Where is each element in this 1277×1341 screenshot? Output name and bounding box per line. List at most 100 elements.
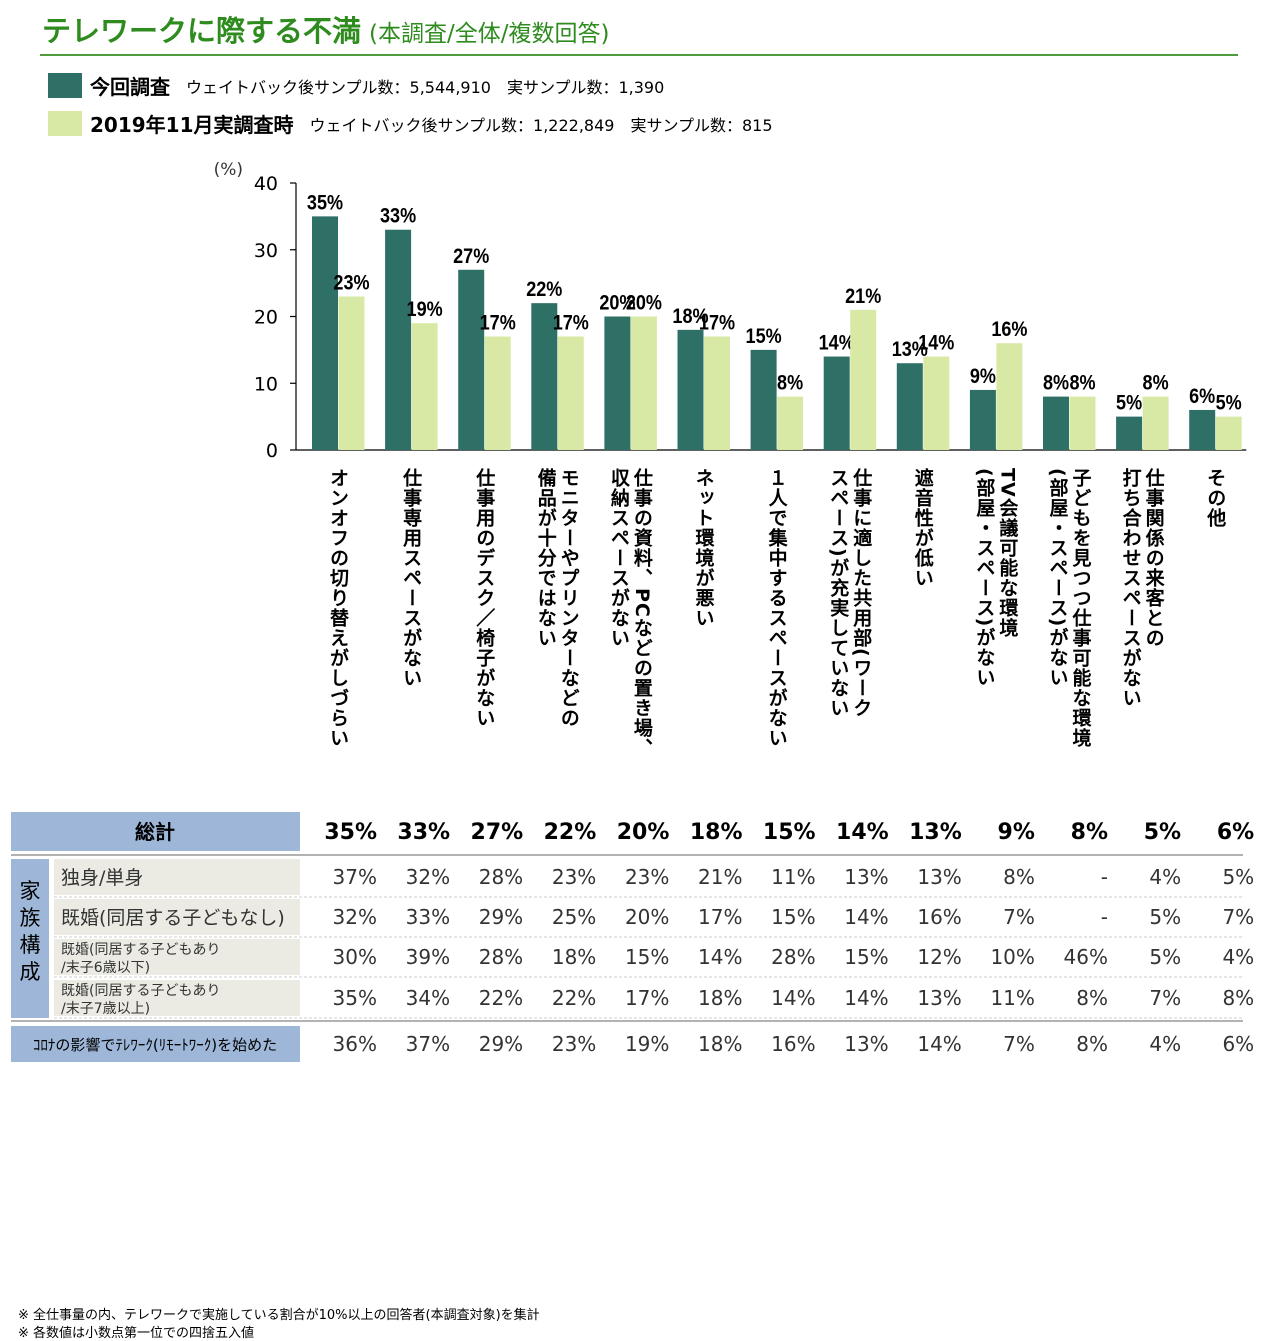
table-cell: 22% [479, 986, 523, 1010]
category-label: ネット環境が悪い [693, 468, 715, 628]
bar-2019 [850, 309, 877, 450]
bar-current [1043, 396, 1069, 450]
category-label: 備品が十分ではない [535, 467, 557, 648]
table-cell: 7% [1149, 986, 1181, 1010]
total-row-label: 総計 [135, 820, 175, 844]
bar-current [896, 363, 923, 450]
table-cell: 8% [1076, 986, 1108, 1010]
data-label-current: 33% [380, 204, 416, 228]
y-tick-label: 0 [266, 440, 278, 462]
footnote-2: ※ 各数値は小数点第一位での四捨五入値 [18, 1326, 255, 1341]
data-label-2019: 8% [777, 371, 803, 395]
table-cell: 5% [1149, 945, 1181, 969]
page-title: テレワークに際する不満 (本調査/全体/複数回答) [42, 8, 609, 50]
table-cell: 13% [917, 865, 961, 889]
table-cell: 8% [1071, 820, 1108, 845]
table-cell: - [1101, 905, 1108, 929]
data-label-2019: 14% [918, 331, 954, 355]
data-label-current: 8% [1043, 371, 1069, 395]
bar-current [604, 316, 631, 450]
bar-2019 [1142, 396, 1169, 450]
bar-current [1189, 409, 1216, 450]
table-cell: 13% [909, 820, 962, 845]
bar-current [312, 216, 338, 450]
category-label: オンオフの切り替えがしづらい [327, 468, 349, 748]
data-label-current: 18% [672, 305, 708, 329]
row-label: 独身/単身 [61, 867, 143, 889]
data-label-2019: 19% [407, 298, 443, 322]
table-cell: 21% [698, 865, 742, 889]
table-cell: 14% [771, 986, 815, 1010]
data-label-2019: 17% [480, 311, 516, 335]
table-cell: 13% [844, 865, 888, 889]
group-label-char: 家 [20, 879, 41, 903]
row-header [54, 980, 300, 1016]
table-cell: 22% [552, 986, 596, 1010]
table-cell: 16% [771, 1032, 815, 1056]
table-cell: 23% [552, 865, 596, 889]
total-row-header [11, 812, 300, 851]
legend-item-2019: 2019年11月実調査時 ウェイトバック後サンプル数：1,222,849 実サン… [48, 109, 773, 138]
table-cell: 15% [844, 945, 888, 969]
table-cell: 18% [698, 1032, 742, 1056]
y-tick-label: 30 [254, 240, 278, 262]
table-cell: 36% [333, 1032, 377, 1056]
table-cell: 5% [1149, 905, 1181, 929]
row-label: /末子7歳以上) [61, 1001, 150, 1017]
table-cell: 14% [844, 986, 888, 1010]
table-cell: 39% [406, 945, 450, 969]
table-cell: 25% [552, 905, 596, 929]
table-cell: 8% [1222, 986, 1254, 1010]
table-cell: 12% [917, 945, 961, 969]
table-cell: 7% [1003, 1032, 1035, 1056]
data-label-2019: 20% [626, 291, 662, 315]
data-label-2019: 17% [553, 311, 589, 335]
category-label: 仕事用のデスク／椅子がない [473, 467, 496, 728]
table-cell: 5% [1144, 820, 1181, 845]
category-label: 遮音性が低い [912, 467, 935, 588]
table-cell: 13% [917, 986, 961, 1010]
table-cell: 7% [1003, 905, 1035, 929]
table-cell: 33% [406, 905, 450, 929]
table-cell: 30% [333, 945, 377, 969]
bar-2019 [704, 336, 730, 450]
y-tick-label: 40 [254, 173, 278, 195]
category-label: 子どもを見つつ仕事可能な環境 [1070, 468, 1093, 748]
bar-2019 [411, 323, 438, 450]
table-cell: 28% [771, 945, 815, 969]
covid-row-label: ｺﾛﾅの影響でﾃﾚﾜｰｸ(ﾘﾓｰﾄﾜｰｸ)を始めた [33, 1036, 277, 1054]
data-label-current: 5% [1116, 391, 1142, 415]
bar-2019 [923, 356, 950, 450]
legend-name-2019: 2019年11月実調査時 [90, 113, 294, 137]
y-axis-label: (%) [214, 160, 243, 180]
table-cell: 19% [625, 1032, 669, 1056]
table-cell: 14% [917, 1032, 961, 1056]
table-cell: 34% [406, 986, 450, 1010]
table-cell: 16% [917, 905, 961, 929]
bar-2019 [777, 396, 804, 450]
table-cell: - [1101, 865, 1108, 889]
table-cell: 4% [1222, 945, 1254, 969]
row-header [54, 899, 300, 935]
group-label-char: 構 [20, 933, 41, 957]
bar-2019 [1215, 416, 1242, 450]
data-label-current: 15% [746, 325, 782, 349]
bar-2019 [1069, 396, 1096, 450]
data-label-current: 13% [892, 338, 928, 362]
data-label-current: 22% [526, 278, 562, 302]
data-label-2019: 21% [845, 285, 881, 309]
table-cell: 22% [544, 820, 597, 845]
table-cell: 11% [771, 865, 815, 889]
title-rule [40, 54, 1238, 56]
bar-2019 [557, 336, 584, 450]
category-label: 収納スペースがない [608, 468, 630, 648]
data-label-2019: 16% [991, 318, 1027, 342]
table-cell: 27% [471, 820, 524, 845]
table-cell: 18% [552, 945, 596, 969]
category-label: 仕事に適した共用部(ワーク [850, 467, 873, 718]
table-cell: 28% [479, 865, 523, 889]
data-label-2019: 8% [1069, 371, 1095, 395]
bar-2019 [338, 296, 365, 450]
category-label: スペース)が充実していない [827, 468, 849, 718]
bar-2019 [630, 316, 657, 450]
